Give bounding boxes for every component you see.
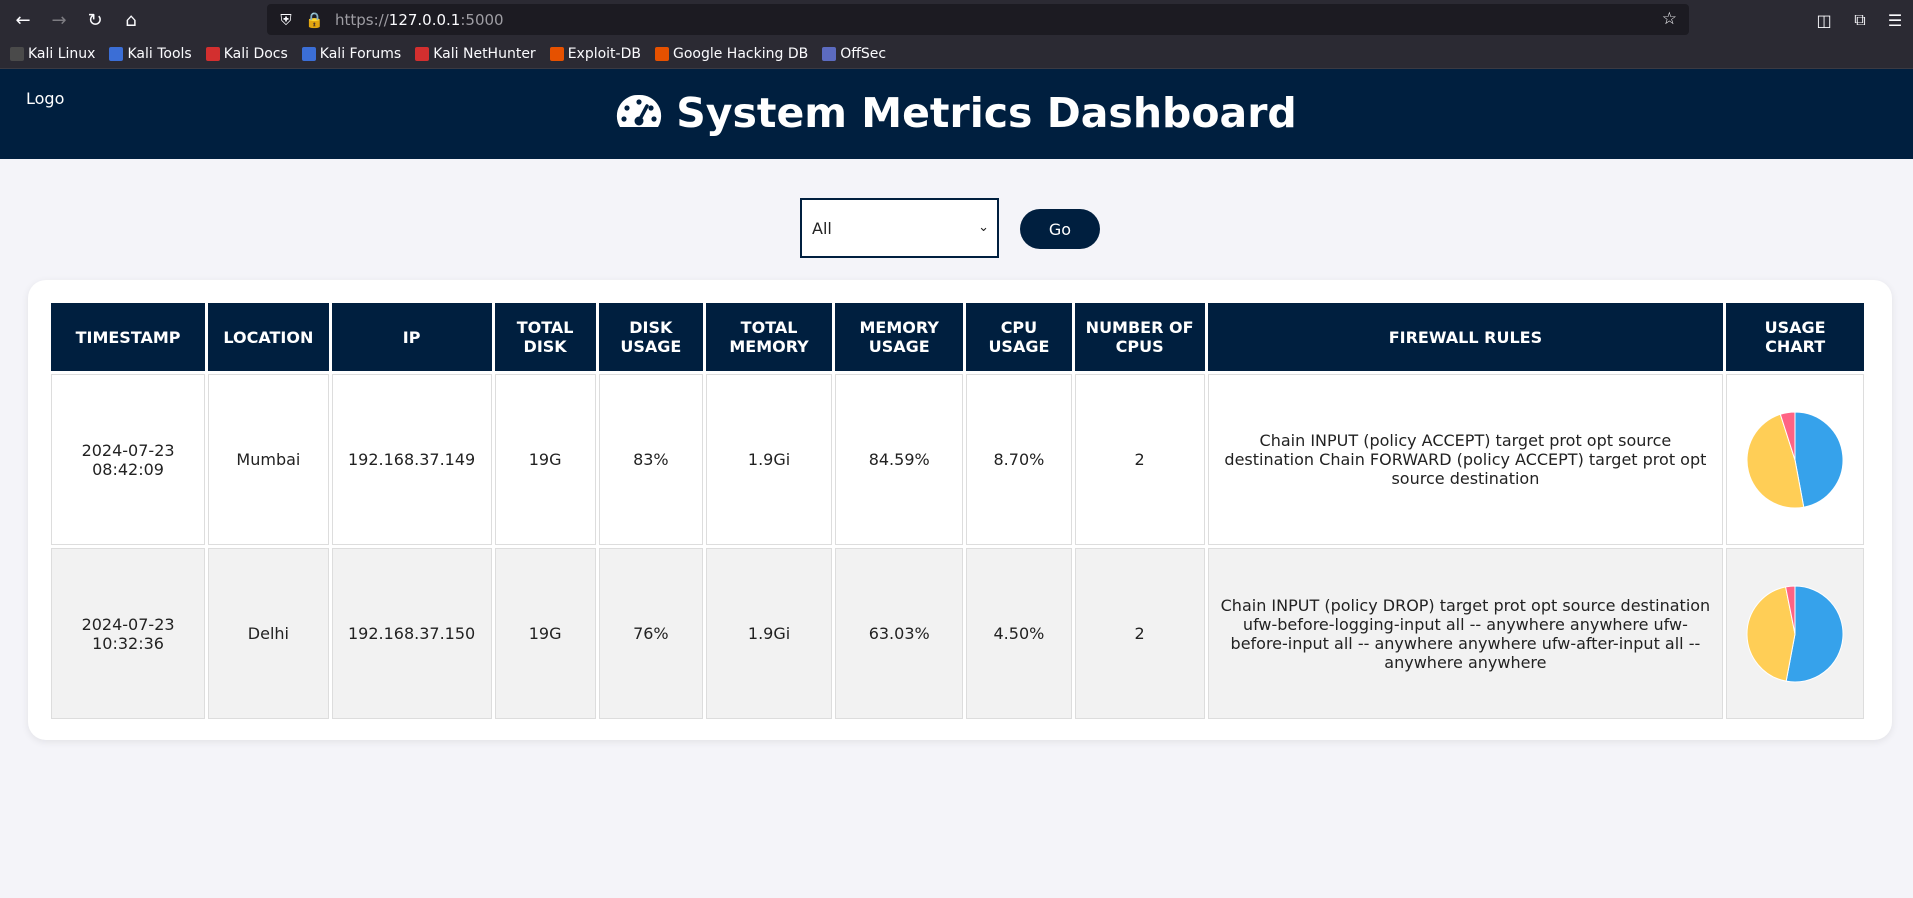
- go-button[interactable]: Go: [1020, 209, 1100, 249]
- cell-cpu-usage: 4.50%: [966, 548, 1072, 719]
- cell-timestamp: 2024-07-23 10:32:36: [51, 548, 206, 719]
- cell-firewall-rules: Chain INPUT (policy ACCEPT) target prot …: [1207, 374, 1724, 545]
- back-arrow-icon[interactable]: ←: [15, 9, 31, 31]
- cell-firewall-rules: Chain INPUT (policy DROP) target prot op…: [1207, 548, 1724, 719]
- url-port: :5000: [460, 10, 504, 29]
- metrics-card: Timestamp Location IP Total Disk Disk Usage T…: [28, 280, 1892, 740]
- column-header: Timestamp: [51, 303, 206, 371]
- column-header: Usage Chart: [1726, 303, 1864, 371]
- bookmark-label: Kali Forums: [319, 46, 402, 62]
- bookmark-label: Kali Tools: [127, 46, 192, 62]
- url-bar[interactable]: ⛨ 🔒 https://127.0.0.1:5000 ☆: [267, 4, 1689, 35]
- bookmark-item[interactable]: Kali Tools: [109, 46, 192, 62]
- page-title: System Metrics Dashboard: [0, 89, 1913, 137]
- page-title-text: System Metrics Dashboard: [676, 89, 1297, 137]
- bookmark-item[interactable]: Exploit-DB: [549, 46, 641, 62]
- bookmarks-bar: Kali Linux Kali Tools Kali Docs Kali Forums…: [0, 40, 1913, 69]
- bookmark-item[interactable]: Kali Docs: [205, 46, 288, 62]
- location-select-value: All: [812, 218, 832, 238]
- extensions-icon[interactable]: ⧉: [1854, 10, 1866, 29]
- bookmark-favicon-icon: [10, 47, 24, 61]
- cell-memory-usage: 63.03%: [835, 548, 964, 719]
- cell-location: Delhi: [208, 548, 329, 719]
- filter-row: All ⌄ Go: [0, 198, 1913, 258]
- cell-disk-usage: 83%: [598, 374, 703, 545]
- column-header: Memory Usage: [835, 303, 964, 371]
- metrics-table: Timestamp Location IP Total Disk Disk Usage T…: [48, 300, 1867, 722]
- bookmark-label: Google Hacking DB: [672, 46, 809, 62]
- url-text[interactable]: https://127.0.0.1:5000: [335, 11, 504, 29]
- column-header: CPU Usage: [966, 303, 1072, 371]
- bookmark-label: Kali NetHunter: [433, 46, 536, 62]
- browser-toolbar: ← → ↻ ⌂ ⛨ 🔒 https://127.0.0.1:5000 ☆ ◫ ⧉…: [0, 0, 1913, 40]
- pie-slice[interactable]: [1779, 410, 1796, 460]
- bookmark-favicon-icon: [654, 47, 669, 61]
- cell-total-memory: 1.9Gi: [705, 374, 833, 545]
- lock-icon[interactable]: 🔒: [305, 10, 324, 29]
- cell-memory-usage: 84.59%: [835, 374, 964, 545]
- url-host: 127.0.0.1: [388, 10, 461, 29]
- pie-slice[interactable]: [1794, 410, 1844, 508]
- bookmark-item[interactable]: Kali Linux: [10, 46, 95, 62]
- url-scheme: https://: [335, 10, 389, 29]
- cell-num-cpus: 2: [1074, 548, 1205, 719]
- cell-usage-chart: [1726, 374, 1864, 545]
- bookmark-favicon-icon: [109, 47, 124, 61]
- bookmark-label: Exploit-DB: [567, 46, 641, 62]
- bookmark-favicon-icon: [415, 47, 430, 61]
- column-header: Firewall Rules: [1207, 303, 1724, 371]
- cell-ip: 192.168.37.149: [331, 374, 492, 545]
- tachometer-icon: [617, 94, 662, 127]
- chevron-down-icon: ⌄: [978, 220, 989, 235]
- column-header: Total Disk: [494, 303, 596, 371]
- cell-total-disk: 19G: [494, 374, 596, 545]
- pie-slice[interactable]: [1785, 584, 1796, 634]
- bookmark-favicon-icon: [549, 47, 564, 61]
- cell-total-disk: 19G: [494, 548, 596, 719]
- bookmark-label: OffSec: [840, 46, 887, 62]
- shield-icon[interactable]: ⛨: [280, 10, 292, 29]
- bookmark-item[interactable]: Kali Forums: [301, 46, 402, 62]
- location-select[interactable]: All ⌄: [800, 198, 999, 258]
- column-header: Disk Usage: [598, 303, 703, 371]
- pocket-icon[interactable]: ◫: [1816, 10, 1832, 30]
- home-icon[interactable]: ⌂: [125, 9, 137, 31]
- table-header-row: Timestamp Location IP Total Disk Disk Usage T…: [51, 303, 1864, 371]
- column-header: Number of CPUs: [1074, 303, 1205, 371]
- forward-arrow-icon[interactable]: →: [51, 9, 67, 31]
- usage-pie-chart[interactable]: [1745, 410, 1845, 510]
- cell-disk-usage: 76%: [598, 548, 703, 719]
- cell-ip: 192.168.37.150: [331, 548, 492, 719]
- reload-icon[interactable]: ↻: [87, 9, 103, 31]
- table-row: 2024-07-23 10:32:36 Delhi 192.168.37.150 19…: [51, 548, 1864, 719]
- bookmark-favicon-icon: [822, 47, 837, 61]
- page-header: Logo System Metrics Dashboard: [0, 69, 1913, 159]
- cell-location: Mumbai: [208, 374, 329, 545]
- bookmark-item[interactable]: Google Hacking DB: [654, 46, 809, 62]
- column-header: Location: [208, 303, 329, 371]
- cell-usage-chart: [1726, 548, 1864, 719]
- bookmark-favicon-icon: [301, 47, 316, 61]
- bookmark-label: Kali Linux: [28, 46, 96, 62]
- bookmark-favicon-icon: [205, 47, 220, 61]
- cell-total-memory: 1.9Gi: [705, 548, 833, 719]
- bookmark-star-icon[interactable]: ☆: [1661, 9, 1677, 29]
- bookmark-label: Kali Docs: [223, 46, 288, 62]
- cell-timestamp: 2024-07-23 08:42:09: [51, 374, 206, 545]
- bookmark-item[interactable]: OffSec: [822, 46, 886, 62]
- cell-num-cpus: 2: [1074, 374, 1205, 545]
- column-header: IP: [331, 303, 492, 371]
- logo[interactable]: Logo: [26, 89, 65, 108]
- menu-icon[interactable]: ☰: [1887, 10, 1903, 30]
- usage-pie-chart[interactable]: [1745, 584, 1845, 684]
- pie-slice[interactable]: [1746, 585, 1796, 682]
- cell-cpu-usage: 8.70%: [966, 374, 1072, 545]
- pie-slice[interactable]: [1785, 584, 1844, 682]
- table-row: 2024-07-23 08:42:09 Mumbai 192.168.37.149 1…: [51, 374, 1864, 545]
- bookmark-item[interactable]: Kali NetHunter: [415, 46, 536, 62]
- pie-slice[interactable]: [1746, 413, 1805, 508]
- column-header: Total Memory: [705, 303, 833, 371]
